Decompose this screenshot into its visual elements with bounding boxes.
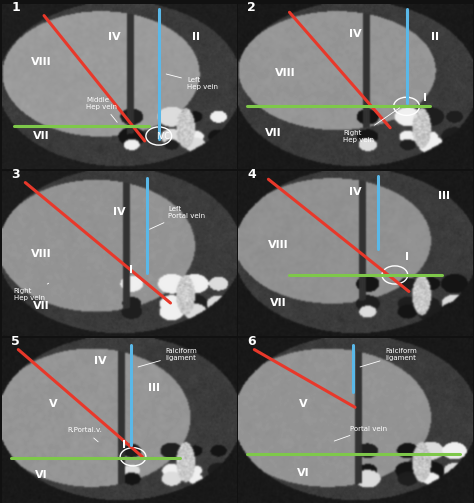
- Text: Portal vein: Portal vein: [334, 426, 387, 441]
- Text: II: II: [431, 32, 438, 42]
- Text: I: I: [122, 440, 126, 450]
- Text: 4: 4: [247, 168, 256, 181]
- Text: VIII: VIII: [267, 240, 288, 250]
- Text: I: I: [404, 252, 409, 262]
- Text: VIII: VIII: [31, 248, 52, 259]
- Text: 2: 2: [247, 1, 256, 14]
- Text: VII: VII: [265, 128, 282, 138]
- Text: IV: IV: [94, 356, 107, 366]
- Text: I: I: [423, 93, 427, 103]
- Text: Falciform
ligament: Falciform ligament: [138, 348, 198, 367]
- Text: III: III: [148, 382, 160, 392]
- Text: VII: VII: [33, 301, 50, 311]
- Text: 3: 3: [11, 168, 20, 181]
- Text: II: II: [192, 32, 200, 42]
- Text: I: I: [128, 265, 133, 275]
- Text: Left
Hep vein: Left Hep vein: [166, 74, 218, 90]
- Text: VIII: VIII: [31, 57, 52, 67]
- Text: VIII: VIII: [274, 68, 295, 78]
- Text: R.Portal.v.: R.Portal.v.: [67, 428, 102, 442]
- Text: IV: IV: [113, 207, 125, 217]
- Text: Left
Portal vein: Left Portal vein: [150, 206, 205, 229]
- Text: 5: 5: [11, 335, 20, 348]
- Text: 6: 6: [247, 335, 256, 348]
- Text: VI: VI: [36, 470, 48, 480]
- Text: Falciform
ligament: Falciform ligament: [360, 348, 417, 367]
- Text: VII: VII: [33, 131, 50, 141]
- Text: Right
Hep vein: Right Hep vein: [14, 283, 49, 301]
- Text: IV: IV: [349, 188, 361, 198]
- Text: IV: IV: [349, 29, 361, 39]
- Text: III: III: [438, 191, 450, 201]
- Text: IVC: IVC: [156, 131, 171, 140]
- Text: VI: VI: [297, 468, 310, 478]
- Text: IV: IV: [108, 32, 120, 42]
- Text: VII: VII: [269, 298, 286, 308]
- Text: 1: 1: [11, 1, 20, 14]
- Text: V: V: [49, 399, 58, 409]
- Text: V: V: [299, 399, 308, 409]
- Text: Middle
Hep vein: Middle Hep vein: [86, 97, 117, 122]
- Text: Right
Hep vein: Right Hep vein: [343, 108, 400, 142]
